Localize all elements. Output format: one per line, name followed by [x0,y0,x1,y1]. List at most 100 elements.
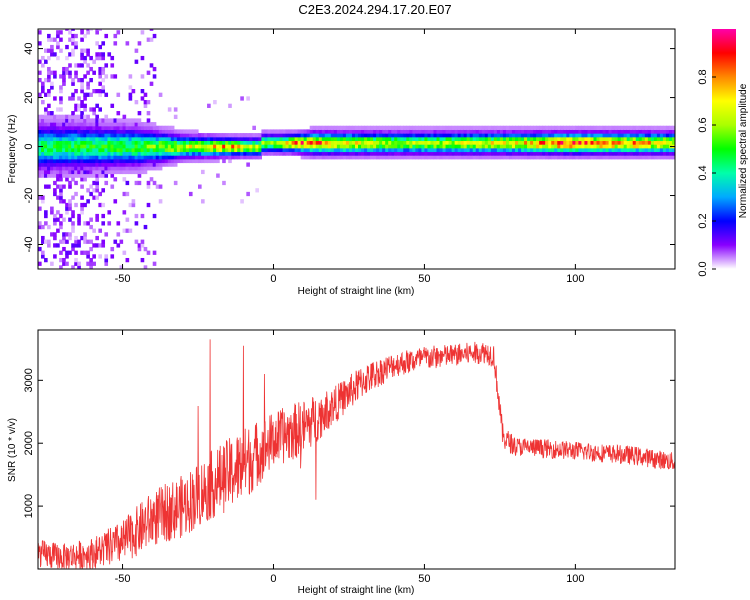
spectrogram-cell [505,144,510,149]
spectrogram-cell [524,136,528,142]
spectrogram-cell [433,140,438,145]
colorbar-tick-label: 0.2 [697,213,709,228]
spectrogram-cell [47,129,51,134]
spectrogram-cell [294,151,299,156]
spectrogram-cell [315,147,320,153]
spectrogram-cell [454,155,459,160]
spectrogram-cell [65,261,69,266]
spectrogram-cell [358,140,362,145]
spectrogram-cell [110,254,115,259]
spectrogram-cell [98,89,102,94]
spectrogram-cell [303,147,308,153]
spectrogram-cell [433,147,438,153]
spectrogram-cell [361,133,365,138]
spectrogram-cell [551,147,555,153]
spectrogram-cell [92,195,96,200]
spectrogram-cell [445,125,450,130]
spectrogram-cell [68,144,72,149]
spectrogram-cell [370,140,374,145]
spectrogram-cell [95,144,99,149]
spectrogram-cell [59,177,63,182]
spectrogram-cell [282,151,287,156]
spectrogram-cell [424,133,429,138]
spectrogram-cell [50,206,54,211]
spectrogram-cell [101,147,106,153]
spectrogram-cell [89,66,93,72]
spectrogram-cell [391,129,395,134]
spectrogram-cell [198,155,202,160]
spectrogram-cell [605,155,610,160]
spectrogram-cell [644,129,649,134]
spectrogram-cell [656,140,661,145]
spectrogram-cell [137,129,142,134]
spectrogram-cell [306,129,311,134]
spectrogram-cell [74,122,78,127]
spectrogram-cell [185,140,190,145]
spectrogram-cell [563,151,567,156]
spectrogram-cell [403,151,407,156]
spectrogram-x-tick-label: 50 [418,273,430,285]
spectrogram-cell [258,144,262,149]
spectrogram-cell [252,144,256,149]
spectrogram-cell [53,162,57,167]
spectrogram-cell [282,140,287,145]
spectrogram-cell [134,155,139,160]
spectrogram-cell [225,147,229,153]
spectrogram-cell [152,74,157,79]
spectrogram-cell [623,144,628,149]
spectrogram-cell [92,169,96,175]
spectrogram-cell [566,136,570,142]
spectrogram-cell [101,140,106,145]
spectrogram-cell [104,162,109,167]
spectrogram-cell [351,144,356,149]
spectrogram-cell [430,133,435,138]
spectrogram-cell [358,155,362,160]
spectrogram-cell [47,158,51,164]
spectrogram-cell [563,133,567,138]
spectrogram-cell [62,235,66,241]
spectrogram-cell [122,136,127,142]
spectrogram-cell [493,155,498,160]
spectrogram-cell [140,133,145,138]
spectrogram-cell [638,129,643,134]
spectrogram-cell [182,133,187,138]
spectrogram-cell [38,77,42,83]
spectrogram-cell [188,144,193,149]
spectrogram-cell [409,147,413,153]
spectrogram-cell [572,155,576,160]
spectrogram-cell [599,136,604,142]
spectrogram-cell [530,155,534,160]
spectrogram-x-ticks: -50 0 50 100 [115,29,585,285]
spectrogram-cell [578,136,583,142]
spectrogram-cell [47,243,51,248]
spectrogram-cell [59,250,63,255]
spectrogram-cell [345,133,350,138]
spectrogram-cell [240,147,244,153]
spectrogram-cell [309,155,314,160]
spectrogram-cell [116,158,121,164]
spectrogram-cell [198,151,202,156]
spectrogram-cell [122,144,127,149]
spectrogram-cell [89,144,93,149]
spectrogram-cell [134,133,139,138]
spectrogram-cell [122,140,127,145]
spectrogram-cell [276,147,281,153]
spectrogram-cell [92,125,96,130]
spectrogram-cell [47,239,51,244]
spectrogram-cell [403,129,407,134]
spectrogram-cell [77,221,81,226]
spectrogram-cell [575,133,579,138]
spectrogram-cell [83,169,87,175]
spectrogram-cell [647,136,652,142]
spectrogram-cell [668,133,673,138]
spectrogram-cell [578,140,583,145]
spectrogram-cell [38,158,42,164]
snr-series-line [38,339,675,569]
spectrogram-cell [59,133,63,138]
spectrogram-cell [267,151,272,156]
spectrogram-cell [282,144,287,149]
spectrogram-cell [358,151,362,156]
spectrogram-cell [47,144,51,149]
spectrogram-cell [86,92,90,97]
spectrogram-cell [146,144,151,149]
